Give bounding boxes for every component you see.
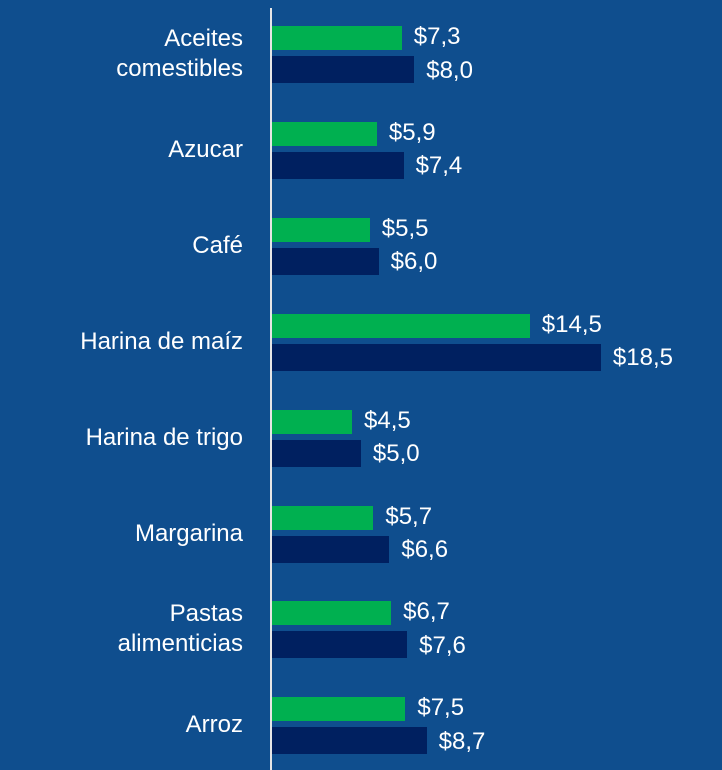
value-label: $4,5 (364, 406, 411, 434)
value-label: $6,6 (401, 536, 449, 563)
bar (272, 697, 406, 722)
value-label: $5,5 (381, 214, 429, 242)
category-label: Aceites comestibles (116, 25, 243, 82)
value-label: $7,4 (415, 152, 463, 180)
bar (272, 26, 402, 50)
bar (272, 409, 352, 434)
value-label: $7,3 (413, 23, 461, 50)
value-label: $8,0 (426, 56, 473, 84)
category-label: Margarina (134, 519, 243, 547)
value-label: $18,5 (612, 344, 673, 372)
value-label: $6,0 (390, 248, 438, 276)
bar (272, 151, 404, 179)
bar (272, 601, 392, 626)
category-label: Azucar (168, 135, 243, 163)
value-label: $14,5 (541, 310, 602, 338)
bar (272, 217, 370, 242)
bar (272, 631, 408, 659)
axis-line (270, 8, 272, 770)
bar (272, 727, 427, 755)
bar (272, 247, 379, 275)
value-label: $5,0 (372, 440, 420, 468)
category-label: Pastas alimenticias (117, 600, 243, 658)
value-label: $8,7 (438, 727, 486, 755)
bar (272, 56, 415, 83)
bar (272, 343, 601, 371)
category-label: Harina de maíz (80, 327, 243, 355)
value-label: $5,7 (385, 502, 433, 530)
value-label: $6,7 (403, 598, 450, 626)
value-label: $5,9 (388, 118, 436, 146)
category-label: Arroz (185, 711, 243, 739)
bar (272, 505, 374, 530)
bar (272, 535, 390, 563)
value-label: $7,6 (419, 631, 466, 659)
value-label: $7,5 (417, 694, 465, 722)
category-label: Harina de trigo (85, 423, 243, 451)
bar (272, 439, 361, 467)
bar (272, 121, 377, 146)
category-label: Café (192, 231, 243, 259)
bar (272, 313, 530, 338)
